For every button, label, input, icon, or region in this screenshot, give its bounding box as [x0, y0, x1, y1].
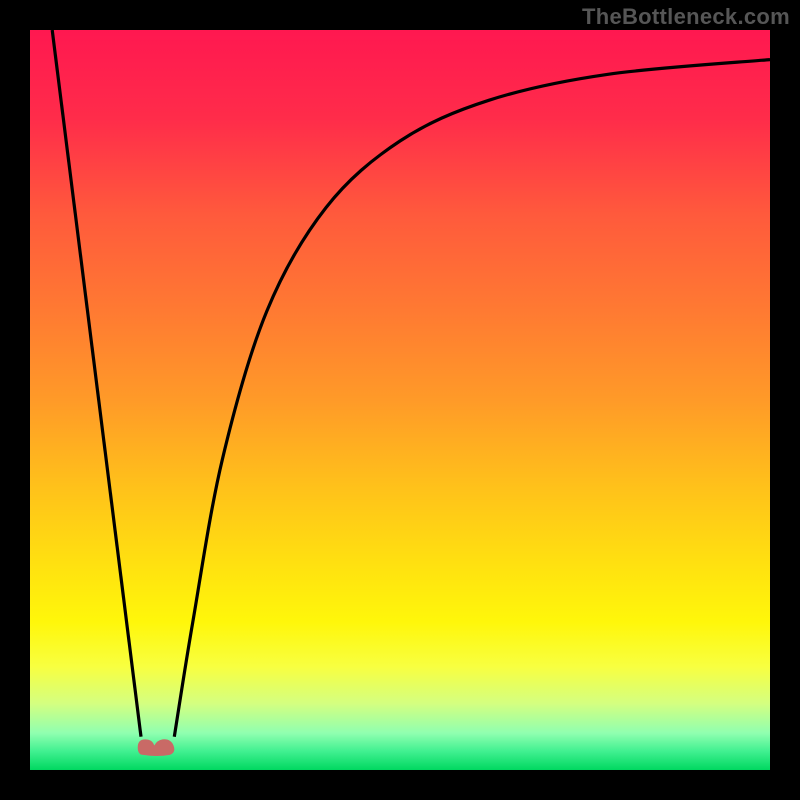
curve-left-branch: [52, 30, 141, 737]
optimum-marker: [134, 734, 180, 756]
watermark-text: TheBottleneck.com: [582, 4, 790, 30]
plot-area: [30, 30, 770, 770]
bottleneck-curve: [30, 30, 770, 770]
curve-right-branch: [174, 60, 770, 737]
